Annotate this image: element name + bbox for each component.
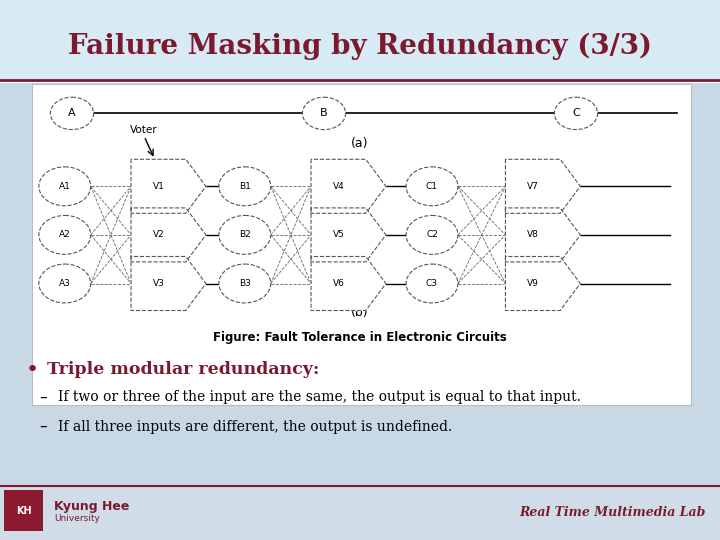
Text: C2: C2: [426, 231, 438, 239]
Text: If all three inputs are different, the output is undefined.: If all three inputs are different, the o…: [58, 420, 452, 434]
Circle shape: [406, 167, 458, 206]
Text: Voter: Voter: [130, 125, 158, 135]
Text: V1: V1: [153, 182, 164, 191]
Circle shape: [50, 97, 94, 130]
Text: B: B: [320, 109, 328, 118]
Circle shape: [406, 215, 458, 254]
Circle shape: [554, 97, 598, 130]
Circle shape: [219, 264, 271, 303]
Text: –: –: [40, 419, 48, 434]
Polygon shape: [505, 208, 580, 262]
Polygon shape: [131, 208, 206, 262]
Text: C: C: [572, 109, 580, 118]
Text: A2: A2: [59, 231, 71, 239]
Circle shape: [302, 97, 346, 130]
Text: V2: V2: [153, 231, 164, 239]
Text: (a): (a): [351, 137, 369, 150]
Text: V6: V6: [333, 279, 344, 288]
Bar: [4, 490, 43, 531]
Text: Triple modular redundancy:: Triple modular redundancy:: [47, 361, 319, 379]
Bar: [0, 0, 720, 81]
Polygon shape: [311, 159, 386, 213]
Text: B2: B2: [239, 231, 251, 239]
Text: A: A: [68, 109, 76, 118]
Text: V5: V5: [333, 231, 344, 239]
Circle shape: [39, 215, 91, 254]
Text: C1: C1: [426, 182, 438, 191]
Text: V3: V3: [153, 279, 164, 288]
Polygon shape: [131, 256, 206, 310]
Polygon shape: [311, 256, 386, 310]
Text: Failure Masking by Redundancy (3/3): Failure Masking by Redundancy (3/3): [68, 32, 652, 59]
Bar: [0, 486, 720, 540]
Text: V8: V8: [527, 231, 539, 239]
FancyBboxPatch shape: [32, 84, 691, 405]
Text: KH: KH: [16, 506, 32, 516]
Text: Kyung Hee: Kyung Hee: [54, 500, 130, 513]
Text: If two or three of the input are the same, the output is equal to that input.: If two or three of the input are the sam…: [58, 390, 580, 404]
Circle shape: [406, 264, 458, 303]
Text: B3: B3: [239, 279, 251, 288]
Text: C3: C3: [426, 279, 438, 288]
Polygon shape: [311, 208, 386, 262]
Polygon shape: [505, 159, 580, 213]
Text: A3: A3: [59, 279, 71, 288]
Bar: [0, 80, 720, 83]
Text: Real Time Multimedia Lab: Real Time Multimedia Lab: [519, 507, 706, 519]
Text: –: –: [40, 389, 48, 404]
Polygon shape: [131, 159, 206, 213]
Text: V9: V9: [527, 279, 539, 288]
Circle shape: [219, 167, 271, 206]
Text: V7: V7: [527, 182, 539, 191]
Text: V4: V4: [333, 182, 344, 191]
Polygon shape: [505, 256, 580, 310]
Circle shape: [39, 167, 91, 206]
Text: B1: B1: [239, 182, 251, 191]
Text: •: •: [25, 360, 38, 380]
Text: Figure: Fault Tolerance in Electronic Circuits: Figure: Fault Tolerance in Electronic Ci…: [213, 331, 507, 344]
Circle shape: [219, 215, 271, 254]
Text: A1: A1: [59, 182, 71, 191]
Circle shape: [39, 264, 91, 303]
Text: (b): (b): [351, 306, 369, 319]
Text: University: University: [54, 514, 100, 523]
